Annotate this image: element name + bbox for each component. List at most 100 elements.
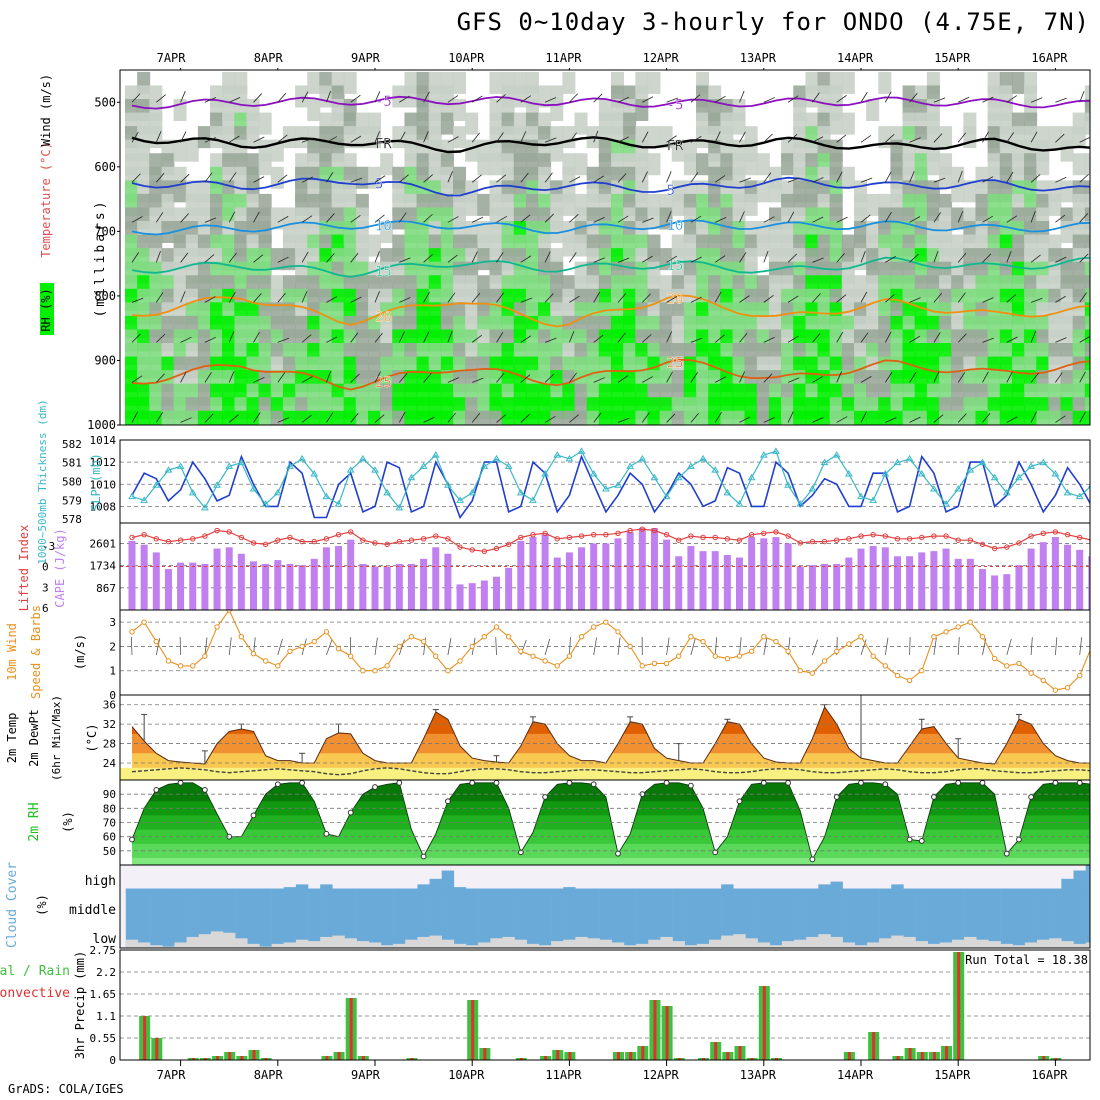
wind-barb — [496, 252, 504, 263]
wind-barb — [593, 257, 605, 263]
wind-barb — [520, 414, 530, 423]
thickness-marker — [978, 458, 987, 466]
isotherm-25 — [131, 358, 1090, 391]
li-marker — [396, 538, 402, 545]
wind10-marker — [518, 648, 524, 654]
wind-legend-label: Wind (m/s) — [39, 74, 53, 146]
cloud-middle-bar — [660, 888, 673, 948]
cloud-low-bar — [1061, 941, 1074, 948]
wind-barb — [326, 336, 338, 343]
wind-barb — [787, 295, 799, 303]
wind-barb — [1055, 295, 1066, 303]
wind-barb — [958, 96, 970, 103]
rh-cell — [489, 71, 503, 94]
cape-bar — [468, 583, 476, 610]
thickness-marker — [1051, 469, 1060, 477]
cape-bar — [517, 540, 525, 610]
thickness-marker — [164, 466, 173, 473]
rh-cell — [392, 410, 406, 425]
wind-barb — [1006, 336, 1018, 343]
wind-barb — [277, 134, 288, 143]
rh-cell — [368, 410, 381, 425]
cape-bar — [298, 565, 306, 610]
cloud-middle-bar — [344, 888, 357, 948]
li-marker — [1052, 529, 1059, 535]
cape-bar — [1003, 574, 1011, 610]
isotherm-label: 25 — [375, 375, 392, 391]
wind10-tick-label: 1 — [109, 665, 116, 678]
cloud-middle-bar — [538, 888, 552, 948]
li-marker — [870, 531, 876, 538]
rh-marker — [906, 836, 913, 843]
rh-cell — [623, 410, 637, 425]
cape-bar — [213, 548, 221, 610]
li-marker — [530, 531, 536, 538]
cape-bar — [371, 566, 379, 610]
thickness-marker — [966, 466, 975, 473]
wind10-marker — [627, 643, 633, 650]
cloud-low-bar — [709, 939, 722, 948]
thickness-marker — [699, 454, 707, 462]
thickness-marker — [881, 469, 890, 477]
wind-barb — [617, 173, 627, 183]
wind10-marker — [554, 663, 560, 669]
wind-barb — [520, 335, 532, 343]
wind10-barb — [617, 637, 621, 656]
wind-barb — [1006, 171, 1014, 183]
rh-marker — [347, 809, 354, 816]
cape-bar — [1088, 556, 1090, 610]
wind-barb — [374, 332, 383, 343]
rh-cell — [222, 410, 236, 425]
wind-barb — [666, 135, 677, 143]
isotherm-label: 20 — [667, 291, 684, 307]
thickness-marker — [188, 488, 197, 496]
wind-barb — [253, 412, 261, 423]
rh-marker — [469, 780, 476, 786]
rh-marker — [833, 794, 840, 800]
cape-bar — [359, 563, 367, 610]
wind-barb — [374, 214, 385, 223]
li-marker — [469, 547, 475, 553]
wind-barb — [982, 96, 994, 103]
cloud-low-bar — [672, 941, 685, 948]
rh-cell — [878, 71, 892, 94]
cloud-low-bar — [1024, 942, 1038, 948]
wind-barb — [180, 291, 186, 303]
wind-barb — [593, 93, 603, 103]
rh-marker — [396, 780, 403, 786]
cloud-middle-bar — [952, 888, 965, 948]
li-marker — [651, 527, 658, 534]
rh-cell — [768, 410, 782, 425]
cloud-high-bar — [1085, 865, 1090, 893]
wind-barb — [471, 132, 480, 143]
cloud-low-bar — [636, 943, 649, 948]
wind-barb — [739, 252, 747, 263]
wind-barb — [836, 331, 844, 343]
cloud-high-bar — [721, 884, 734, 893]
wind-barb — [714, 412, 722, 423]
li-marker — [967, 537, 974, 543]
cape-bar — [286, 563, 294, 610]
li-marker — [433, 533, 439, 539]
day-label-bottom: 9APR — [351, 1068, 381, 1082]
thickness-marker — [930, 485, 938, 492]
wind10-marker — [906, 677, 913, 684]
rh-cell — [939, 410, 953, 425]
day-label-top: 8APR — [254, 51, 284, 65]
wind10-barb — [155, 638, 161, 656]
precip-convective-bar — [774, 1058, 778, 1060]
rh-cell — [416, 410, 430, 425]
rh-cell — [125, 410, 138, 425]
wind10-marker — [603, 619, 609, 625]
wind-barb — [593, 334, 604, 343]
rh-cell — [1084, 356, 1090, 379]
wind-barb — [666, 331, 673, 343]
thickness-marker — [747, 473, 756, 481]
wind-barb — [204, 97, 217, 103]
cloud-middle-bar — [283, 888, 297, 948]
rh-cell — [270, 207, 284, 230]
rh-cell — [866, 193, 880, 216]
dewpt-axis-label: 2m DewPt — [27, 709, 41, 767]
cloud-low-bar — [599, 939, 613, 948]
rh-marker — [979, 780, 986, 786]
